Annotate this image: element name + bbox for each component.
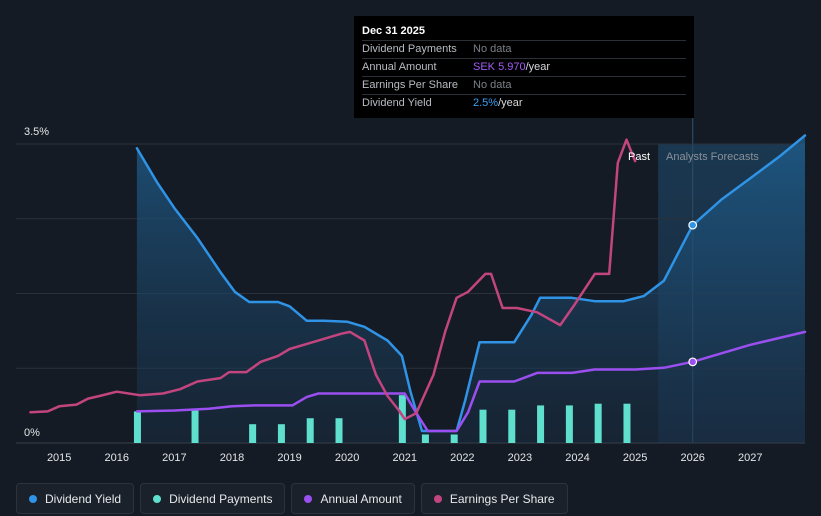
x-tick-label-2019: 2019 bbox=[277, 452, 301, 464]
legend-dot-icon bbox=[153, 494, 162, 503]
x-tick-label-2018: 2018 bbox=[220, 452, 244, 464]
tooltip-label: Earnings Per Share bbox=[362, 79, 458, 91]
x-tick-label-2022: 2022 bbox=[450, 452, 474, 464]
legend-label: Earnings Per Share bbox=[449, 491, 555, 506]
x-tick-label-2016: 2016 bbox=[105, 452, 129, 464]
yield-area-fill bbox=[136, 135, 805, 443]
dividend-yield-line bbox=[135, 134, 807, 433]
tooltip: Dec 31 2025 Dividend Payments No data An… bbox=[354, 16, 694, 118]
tooltip-value: No data bbox=[473, 79, 512, 91]
tooltip-unit: /year bbox=[525, 61, 551, 73]
dividend-payment-bar-3 bbox=[277, 424, 285, 443]
tooltip-row-earnings-per-share: Earnings Per Share No data bbox=[362, 76, 686, 94]
legend-label: Dividend Yield bbox=[45, 491, 122, 506]
legend-dot-icon bbox=[304, 494, 313, 503]
earnings-per-share-line bbox=[29, 138, 637, 421]
tooltip-label: Dividend Yield bbox=[362, 97, 432, 109]
dividend-payment-bar-11 bbox=[537, 405, 545, 443]
x-tick-label-2027: 2027 bbox=[738, 452, 762, 464]
dividend-payment-bar-0 bbox=[133, 411, 141, 443]
x-tick-label-2015: 2015 bbox=[47, 452, 71, 464]
dividend-payment-bars bbox=[133, 395, 631, 443]
tooltip-row-dividend-yield: Dividend Yield 2.5% /year bbox=[362, 94, 686, 112]
dividend-payment-bar-5 bbox=[335, 418, 343, 443]
dividend-payment-bar-4 bbox=[306, 418, 314, 443]
x-tick-label-2026: 2026 bbox=[680, 452, 704, 464]
tooltip-date: Dec 31 2025 bbox=[362, 25, 425, 37]
current-markers bbox=[688, 220, 698, 367]
tooltip-unit: /year bbox=[498, 97, 523, 109]
x-tick-label-2024: 2024 bbox=[565, 452, 589, 464]
annual-amount-marker bbox=[688, 357, 698, 367]
legend: Dividend Yield Dividend Payments Annual … bbox=[16, 483, 568, 514]
x-tick-label-2021: 2021 bbox=[392, 452, 416, 464]
dividend-payment-bar-13 bbox=[594, 403, 602, 443]
legend-label: Annual Amount bbox=[320, 491, 402, 506]
legend-item-annual-amount[interactable]: Annual Amount bbox=[291, 483, 415, 514]
tooltip-label: Dividend Payments bbox=[362, 43, 457, 55]
tooltip-row-dividend-payments: Dividend Payments No data bbox=[362, 40, 686, 58]
dividend-payment-bar-7 bbox=[421, 434, 429, 443]
legend-item-dividend-yield[interactable]: Dividend Yield bbox=[16, 483, 135, 514]
dividend-payment-bar-8 bbox=[450, 434, 458, 443]
tooltip-value: SEK 5.970 bbox=[473, 61, 526, 73]
dividend-payment-bar-12 bbox=[565, 405, 573, 443]
dividend-payment-bar-1 bbox=[191, 408, 199, 443]
legend-label: Dividend Payments bbox=[169, 491, 273, 506]
annual-amount-line bbox=[135, 330, 807, 433]
x-tick-label-2017: 2017 bbox=[162, 452, 186, 464]
tooltip-label: Annual Amount bbox=[362, 61, 437, 73]
x-tick-label-2023: 2023 bbox=[508, 452, 532, 464]
x-tick-labels: 2015 2016 2017 2018 2019 2020 2021 2022 2023 2024… bbox=[47, 452, 763, 464]
tooltip-value: No data bbox=[473, 43, 512, 55]
dividend-payment-bar-14 bbox=[623, 403, 631, 443]
x-tick-label-2020: 2020 bbox=[335, 452, 359, 464]
x-tick-label-2025: 2025 bbox=[623, 452, 647, 464]
legend-dot-icon bbox=[433, 494, 442, 503]
tooltip-value: 2.5% bbox=[473, 97, 499, 109]
dividend-payment-bar-2 bbox=[249, 424, 257, 443]
legend-item-earnings-per-share[interactable]: Earnings Per Share bbox=[420, 483, 568, 514]
series-lines bbox=[29, 134, 807, 433]
dividend-payment-bar-10 bbox=[508, 409, 516, 443]
dividend-payment-bar-6 bbox=[398, 395, 406, 443]
dividend-payment-bar-9 bbox=[479, 409, 487, 443]
dividend-yield-marker bbox=[688, 220, 698, 230]
legend-item-dividend-payments[interactable]: Dividend Payments bbox=[140, 483, 286, 514]
tooltip-row-annual-amount: Annual Amount SEK 5.970 /year bbox=[362, 58, 686, 76]
axes: 3.5% 0% Past Analysts Forecasts bbox=[24, 126, 759, 439]
yield-area bbox=[136, 135, 805, 443]
past-label: Past bbox=[628, 151, 650, 163]
legend-dot-icon bbox=[29, 494, 37, 503]
y-tick-label-top: 3.5% bbox=[24, 126, 49, 138]
y-tick-label-bottom: 0% bbox=[24, 427, 40, 439]
analysts-forecasts-label: Analysts Forecasts bbox=[666, 151, 759, 163]
